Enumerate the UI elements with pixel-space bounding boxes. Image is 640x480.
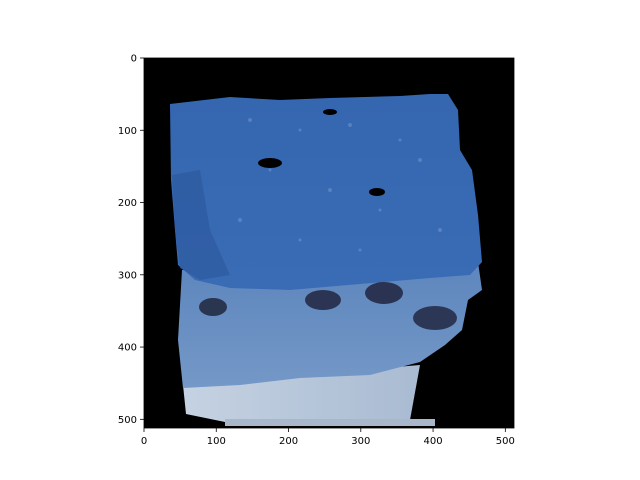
y-tick-label: 500 — [118, 415, 137, 426]
y-tick-label: 400 — [118, 343, 137, 354]
axes-frame — [143, 57, 515, 429]
frosting-holes — [258, 109, 385, 196]
berry-3 — [365, 282, 403, 304]
y-tick-label: 200 — [118, 198, 137, 209]
x-tick-label: 500 — [496, 436, 515, 447]
x-axis-ticks: 0 100 200 300 400 500 — [141, 428, 515, 447]
y-tick-label: 100 — [118, 126, 137, 137]
y-axis-ticks: 0 100 200 300 400 500 — [118, 54, 144, 426]
x-tick-label: 300 — [351, 436, 370, 447]
frosting-shadow — [172, 170, 230, 280]
x-tick-label: 200 — [279, 436, 298, 447]
berry-1 — [199, 298, 227, 316]
y-tick-label: 0 — [131, 54, 137, 65]
x-tick-label: 100 — [207, 436, 226, 447]
image-area — [144, 58, 514, 428]
cake-frosting-top — [170, 94, 482, 290]
cake-body — [178, 262, 482, 388]
berry-4 — [413, 306, 457, 330]
y-tick-label: 300 — [118, 270, 137, 281]
x-tick-label: 400 — [424, 436, 443, 447]
frosting-texture — [238, 118, 442, 252]
plate-strip — [225, 419, 435, 426]
x-tick-label: 0 — [141, 436, 147, 447]
berry-2 — [305, 290, 341, 310]
